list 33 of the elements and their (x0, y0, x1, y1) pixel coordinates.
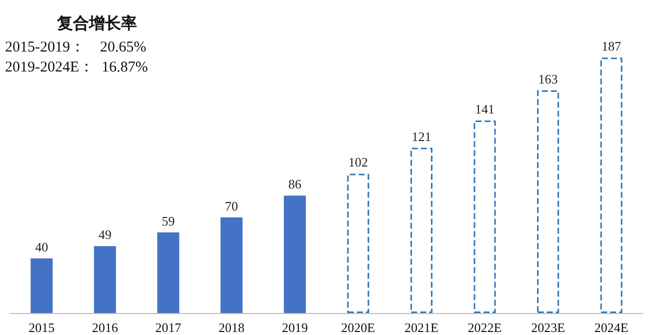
bar (474, 120, 496, 313)
bar (30, 258, 53, 313)
data-label: 121 (412, 128, 432, 144)
data-label: 102 (348, 154, 368, 170)
data-label: 187 (602, 38, 622, 54)
x-tick-label: 2021E (404, 320, 438, 335)
x-tick-label: 2020E (341, 320, 376, 335)
data-label: 40 (35, 239, 48, 254)
bar (94, 246, 116, 313)
x-tick-label: 2016 (92, 320, 118, 335)
x-tick-label: 2022E (468, 320, 502, 335)
x-tick-label: 2024E (594, 320, 628, 335)
data-label: 59 (162, 213, 175, 228)
bar (157, 232, 180, 313)
x-tick-label: 2015 (28, 320, 55, 335)
x-tick-label: 2017 (155, 320, 182, 335)
bar (600, 58, 622, 313)
x-tick-label: 2023E (531, 320, 566, 335)
data-label: 86 (288, 176, 302, 192)
data-label: 70 (225, 198, 238, 214)
x-tick-label: 2018 (218, 320, 245, 335)
bar (220, 217, 243, 313)
data-label: 141 (475, 101, 494, 116)
bar (284, 196, 306, 313)
annotation: 2019-2024E： 16.87% (5, 60, 148, 76)
text: 2015-2019： 20.65% (5, 40, 146, 56)
data-label: 49 (98, 227, 112, 242)
chart-title: 复合增长率 (56, 14, 137, 32)
bar (347, 174, 370, 313)
x-tick-label: 2019 (282, 320, 308, 335)
bar (537, 90, 560, 313)
bar (410, 148, 432, 313)
data-label: 163 (538, 71, 558, 86)
